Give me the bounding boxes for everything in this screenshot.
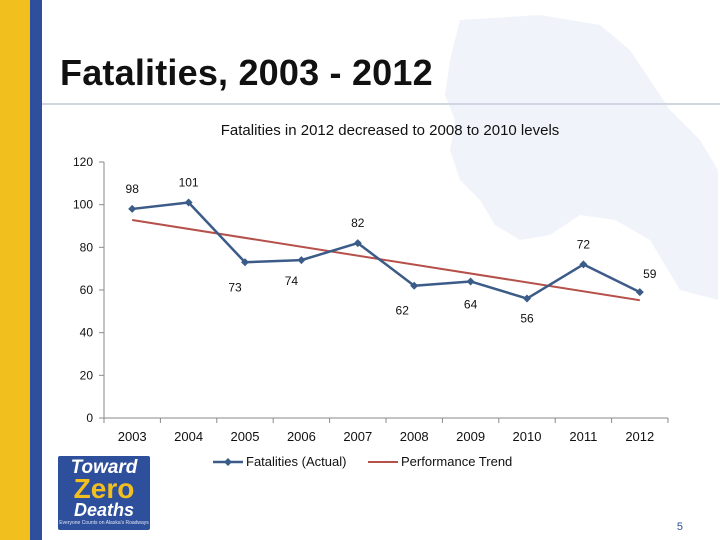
data-label: 82 — [351, 216, 365, 230]
title-divider — [42, 103, 720, 105]
y-tick-label: 20 — [80, 368, 94, 382]
y-tick-label: 80 — [80, 240, 94, 254]
chart-title: Fatalities in 2012 decreased to 2008 to … — [221, 122, 560, 139]
y-tick-label: 100 — [73, 198, 93, 212]
actual-data-point — [353, 239, 362, 248]
x-tick-label: 2003 — [118, 429, 147, 444]
x-tick-label: 2010 — [513, 429, 542, 444]
x-tick-label: 2005 — [231, 429, 260, 444]
data-label: 98 — [126, 182, 140, 196]
actual-data-point — [241, 258, 249, 267]
x-tick-label: 2006 — [287, 429, 316, 444]
alaska-map-watermark — [445, 15, 718, 300]
data-label: 73 — [228, 280, 242, 294]
legend-actual-label: Fatalities (Actual) — [246, 454, 346, 469]
x-tick-label: 2011 — [569, 429, 597, 444]
actual-data-point — [184, 198, 193, 207]
legend-actual-swatch-marker — [224, 458, 232, 466]
logo-word-toward: Toward — [70, 457, 138, 478]
logo-tagline: Everyone Counts on Alaska's Roadways — [59, 520, 149, 526]
x-tick-label: 2007 — [343, 429, 372, 444]
y-tick-label: 120 — [73, 155, 93, 169]
data-label: 72 — [577, 237, 591, 251]
accent-stripe-gold — [0, 0, 30, 540]
data-label: 62 — [396, 304, 410, 318]
legend-trend-label: Performance Trend — [401, 454, 512, 469]
actual-series-line — [132, 201, 641, 300]
data-label: 59 — [643, 267, 657, 281]
accent-stripe-blue — [30, 0, 42, 540]
actual-data-point — [297, 256, 306, 265]
actual-data-point — [579, 260, 588, 269]
x-tick-label: 2009 — [456, 429, 485, 444]
data-label: 74 — [285, 274, 299, 288]
page-number: 5 — [676, 521, 683, 533]
actual-data-point — [523, 294, 531, 303]
actual-data-point — [466, 277, 475, 286]
data-label: 101 — [179, 176, 199, 190]
data-label: 64 — [464, 297, 478, 311]
x-tick-label: 2008 — [400, 429, 429, 444]
x-tick-label: 2012 — [625, 429, 654, 444]
y-tick-label: 60 — [80, 283, 94, 297]
logo-word-deaths: Deaths — [73, 500, 135, 520]
actual-data-point — [410, 281, 419, 290]
x-tick-label: 2004 — [174, 429, 203, 444]
toward-zero-deaths-logo: Toward Zero Deaths Everyone Counts on Al… — [58, 456, 150, 530]
y-tick-label: 40 — [80, 326, 94, 340]
slide-title: Fatalities, 2003 - 2012 — [60, 52, 433, 93]
logo-word-zero: Zero — [73, 473, 135, 504]
y-tick-label: 0 — [86, 411, 93, 425]
trend-line — [132, 219, 640, 302]
actual-data-point — [128, 204, 137, 213]
data-label: 56 — [520, 312, 534, 326]
actual-data-point — [635, 288, 644, 297]
